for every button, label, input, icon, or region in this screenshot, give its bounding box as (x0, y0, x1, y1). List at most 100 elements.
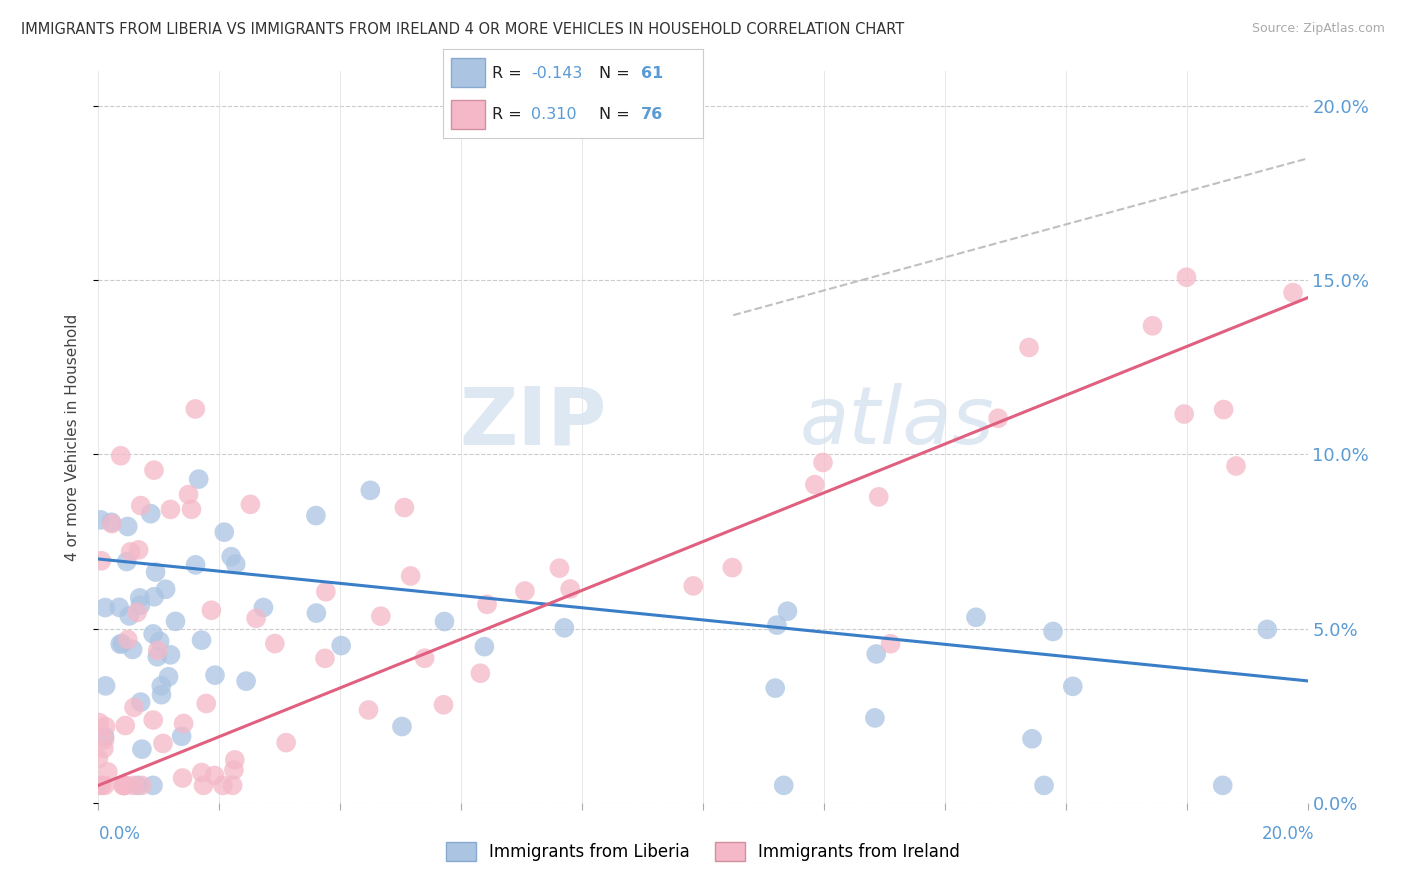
Point (245, 611, 267, 625)
Point (1256, 623, 1278, 637)
Point (1212, 778, 1234, 792)
Point (1033, 778, 1056, 792)
Point (115, 555, 138, 569)
Point (172, 771, 194, 785)
Point (127, 606, 149, 620)
Text: IMMIGRANTS FROM LIBERIA VS IMMIGRANTS FROM IRELAND 4 OR MORE VEHICLES IN HOUSEHO: IMMIGRANTS FROM LIBERIA VS IMMIGRANTS FR… (21, 22, 904, 37)
Text: 0.310: 0.310 (531, 107, 576, 121)
Point (305, 508, 328, 523)
Point (149, 634, 172, 648)
Point (357, 703, 380, 717)
Point (121, 642, 143, 657)
Point (150, 688, 173, 702)
Point (159, 502, 181, 516)
Point (177, 487, 200, 501)
Point (152, 736, 174, 750)
Point (433, 615, 456, 629)
Point (93, 730, 115, 744)
Text: Source: ZipAtlas.com: Source: ZipAtlas.com (1251, 22, 1385, 36)
Point (987, 411, 1010, 425)
Point (204, 768, 226, 782)
Point (146, 643, 169, 657)
Point (224, 753, 246, 767)
Point (721, 560, 744, 574)
Point (879, 637, 901, 651)
Text: 76: 76 (641, 107, 662, 121)
Point (129, 695, 152, 709)
Point (682, 579, 704, 593)
Point (370, 609, 392, 624)
Point (129, 499, 152, 513)
Point (1212, 402, 1234, 417)
Point (219, 549, 242, 564)
Point (89, 778, 111, 792)
Point (470, 666, 492, 681)
Point (1062, 679, 1084, 693)
Point (120, 545, 142, 559)
Point (766, 618, 789, 632)
Point (553, 621, 575, 635)
Point (212, 778, 235, 792)
Text: ZIP: ZIP (458, 384, 606, 461)
Text: 0.0%: 0.0% (98, 825, 141, 843)
Text: R =: R = (492, 66, 527, 80)
Point (100, 516, 122, 530)
Point (1282, 285, 1305, 300)
Point (165, 615, 187, 629)
Point (143, 590, 166, 604)
Point (1173, 407, 1195, 421)
Point (142, 713, 165, 727)
Text: -0.143: -0.143 (531, 66, 582, 80)
Point (145, 565, 167, 579)
Point (868, 490, 890, 504)
Point (513, 584, 536, 599)
Point (187, 472, 209, 486)
Point (184, 558, 207, 572)
Point (108, 600, 131, 615)
Point (359, 483, 381, 498)
Point (142, 778, 165, 792)
Text: atlas: atlas (800, 384, 994, 461)
Point (193, 778, 215, 792)
Text: N =: N = (599, 66, 636, 80)
Point (94, 720, 117, 734)
Point (143, 463, 166, 477)
Point (1018, 341, 1040, 355)
Point (276, 736, 298, 750)
Point (170, 729, 193, 743)
Point (763, 681, 786, 695)
Point (108, 637, 131, 651)
Point (157, 670, 180, 684)
Point (122, 778, 145, 792)
Point (391, 719, 413, 733)
Point (330, 639, 353, 653)
Point (101, 516, 124, 531)
Point (394, 500, 416, 515)
Point (139, 507, 162, 521)
Point (111, 637, 134, 651)
Point (863, 711, 886, 725)
Point (200, 603, 222, 617)
Point (1042, 624, 1064, 639)
Point (776, 604, 799, 618)
Point (118, 608, 141, 623)
Point (804, 477, 827, 491)
Text: 61: 61 (641, 66, 662, 80)
Point (190, 765, 212, 780)
Point (204, 668, 226, 682)
Point (399, 569, 422, 583)
Legend: Immigrants from Liberia, Immigrants from Ireland: Immigrants from Liberia, Immigrants from… (439, 835, 967, 868)
Point (180, 502, 202, 516)
Point (128, 591, 150, 605)
Point (1142, 318, 1164, 333)
Text: R =: R = (492, 107, 527, 121)
Y-axis label: 4 or more Vehicles in Household: 4 or more Vehicles in Household (65, 313, 80, 561)
Point (432, 698, 454, 712)
Point (159, 648, 181, 662)
Point (114, 718, 136, 732)
Point (122, 700, 145, 714)
Point (112, 778, 135, 792)
Point (413, 651, 436, 665)
Point (110, 449, 132, 463)
Point (474, 640, 496, 654)
